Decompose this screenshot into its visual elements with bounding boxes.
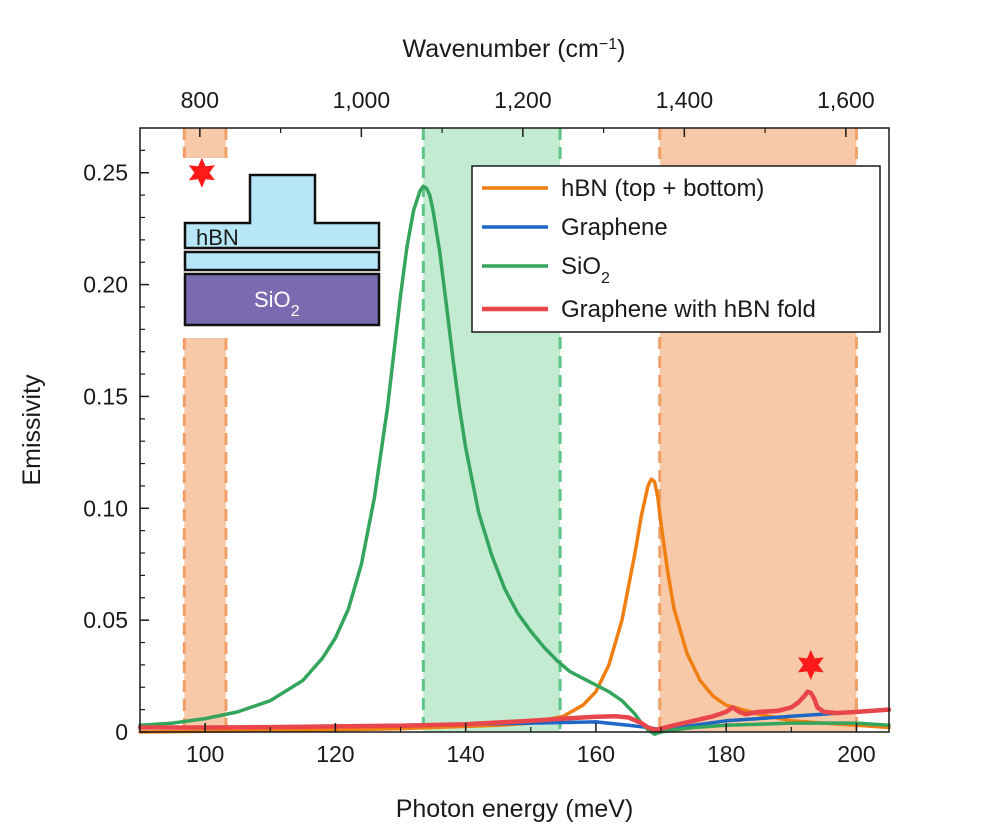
x-tick-label-1: 120: [316, 741, 354, 767]
x-tick-label-4: 180: [707, 741, 745, 767]
legend-label-graphene-fold: Graphene with hBN fold: [561, 296, 816, 323]
inset-schematic: hBN SiO2: [183, 173, 381, 327]
top-tick-label-4: 1,600: [817, 87, 875, 113]
legend-label-sio2-main: SiO: [561, 253, 601, 280]
band-0: [184, 338, 226, 732]
series-line-3: [137, 689, 892, 733]
plot-frame: [139, 127, 890, 733]
top-axis-title-main: Wavenumber (cm: [403, 35, 599, 63]
y-tick-label-4: 0.20: [83, 272, 128, 298]
x-tick-label-3: 160: [577, 741, 615, 767]
top-tick-label-0: 800: [181, 87, 219, 113]
star-annotation-1: [797, 649, 824, 680]
x-tick-label-5: 200: [837, 741, 875, 767]
legend-label-hbn: hBN (top + bottom): [561, 175, 764, 202]
y-axis-title: Emissivity: [18, 374, 46, 486]
series-line-0: [138, 477, 891, 734]
top-tick-label-1: 1,000: [333, 87, 391, 113]
band-0-top: [184, 128, 226, 158]
top-tick-label-2: 1,200: [494, 87, 552, 113]
y-tick-label-5: 0.25: [83, 160, 128, 186]
legend-label-sio2: SiO2: [561, 253, 610, 287]
y-tick-label-3: 0.15: [83, 383, 128, 409]
y-tick-label-1: 0.05: [83, 607, 128, 633]
inset-sio2-label: SiO2: [254, 287, 300, 320]
inset-hbn-label: hBN: [196, 225, 239, 250]
x-axis-title: Photon energy (meV): [396, 795, 634, 823]
y-tick-label-0: 0: [115, 719, 128, 745]
star-annotation-0: [188, 157, 215, 188]
x-tick-label-2: 140: [446, 741, 484, 767]
inset-sio2-label-sub: 2: [291, 303, 300, 320]
top-tick-label-3: 1,400: [656, 87, 714, 113]
star-annotations: [188, 157, 824, 680]
y-tick-label-2: 0.10: [83, 495, 128, 521]
inset-sio2-label-main: SiO: [254, 287, 291, 312]
x-tick-label-0: 100: [186, 741, 224, 767]
top-axis-title: Wavenumber (cm−1): [403, 35, 626, 63]
top-axis-title-sup: −1: [599, 36, 617, 53]
legend-box: [471, 165, 881, 333]
inset-sio2-substrate: [183, 272, 381, 327]
legend: hBN (top + bottom) Graphene SiO2 Graphen…: [471, 165, 881, 333]
legend-label-sio2-sub: 2: [601, 270, 610, 287]
inset-hbn-bottom-layer: [183, 250, 381, 272]
ticks: 100 120 140 160 180 200 0 0.05 0.10 0.15 0.20 0.25 8…: [83, 87, 875, 767]
inset-hbn-top-layer: [183, 173, 381, 250]
top-axis-title-end: ): [617, 35, 625, 63]
legend-label-graphene: Graphene: [561, 214, 668, 241]
